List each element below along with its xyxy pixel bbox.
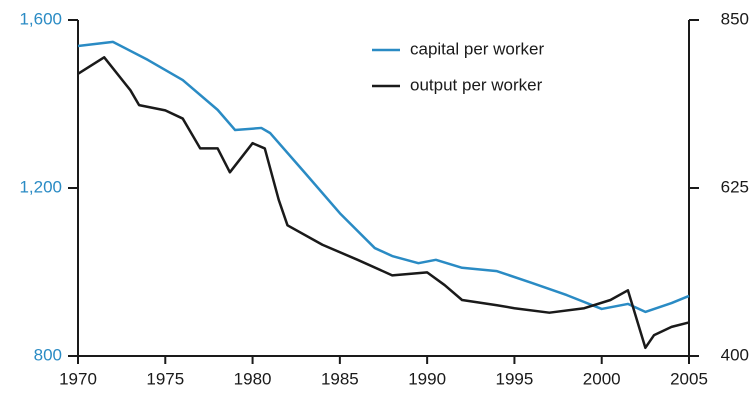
y-tick-label: 1,200 — [19, 177, 62, 196]
legend-label: output per worker — [410, 75, 543, 94]
x-tick-label: 1970 — [59, 369, 97, 388]
x-tick-label: 1980 — [234, 369, 272, 388]
line — [77, 56, 690, 350]
x-tick-label: 1985 — [321, 369, 359, 388]
y2-tick-label: 400 — [721, 345, 749, 364]
x-tick-label: 1995 — [496, 369, 534, 388]
x-tick-label: 1990 — [408, 369, 446, 388]
y-tick-label: 800 — [34, 345, 62, 364]
x-tick-label: 2005 — [670, 369, 708, 388]
y-tick-label: 1,600 — [19, 9, 62, 28]
x-tick-label: 1975 — [146, 369, 184, 388]
legend-label: capital per worker — [410, 39, 545, 58]
x-tick-label: 2000 — [583, 369, 621, 388]
line — [77, 40, 690, 314]
y2-tick-label: 850 — [721, 9, 749, 28]
y2-tick-label: 625 — [721, 177, 749, 196]
